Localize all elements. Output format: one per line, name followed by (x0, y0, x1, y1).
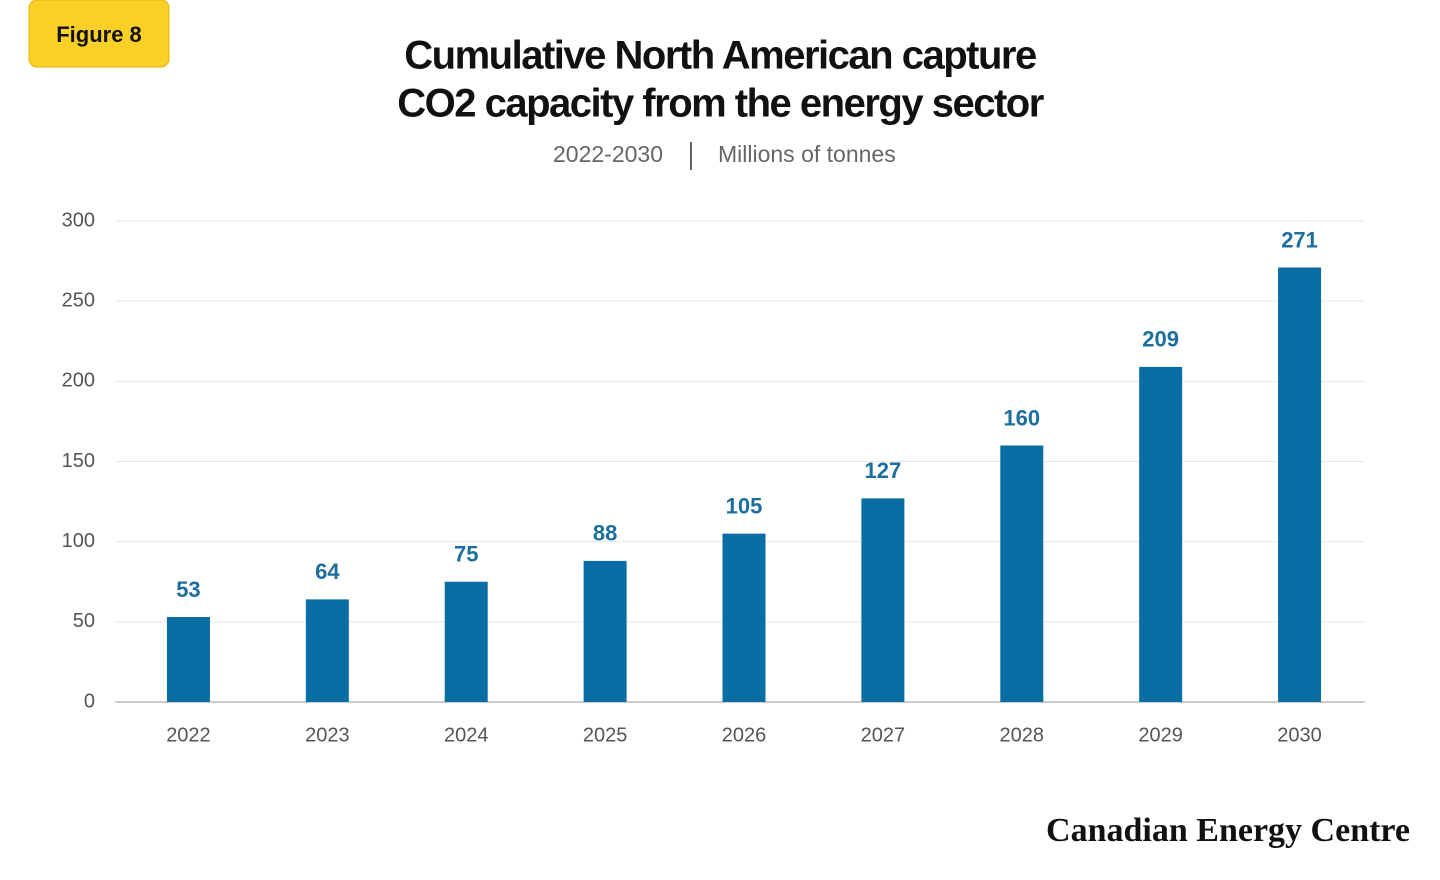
bar (1278, 267, 1322, 702)
bar (166, 617, 210, 702)
x-tick-label: 2022 (166, 724, 211, 746)
source: Canadian Energy Centre (1046, 812, 1410, 849)
chart-title: CO2 capacity from the energy sector (397, 82, 1043, 126)
figure-label: Figure 8 (56, 22, 142, 47)
value-label: 88 (593, 521, 617, 546)
bar (861, 498, 905, 702)
value-label: 271 (1281, 227, 1318, 252)
bar (583, 560, 627, 702)
value-label: 64 (315, 559, 340, 584)
y-tick-label: 0 (84, 690, 95, 712)
y-tick-label: 200 (62, 370, 95, 392)
bar (722, 533, 766, 702)
y-tick-label: 100 (62, 530, 95, 552)
x-tick-label: 2026 (722, 724, 767, 746)
figure-badge (28, 0, 170, 68)
subtitle: 2022-2030 (553, 141, 663, 167)
bar (1000, 445, 1044, 702)
y-tick-label: 300 (62, 209, 95, 231)
value-label: 53 (176, 577, 200, 602)
subtitle: Millions of tonnes (718, 141, 896, 167)
x-tick-label: 2023 (305, 724, 350, 746)
chart-title: Cumulative North American capture (404, 34, 1036, 78)
x-tick-label: 2029 (1138, 724, 1183, 746)
x-tick-label: 2024 (444, 724, 489, 746)
value-label: 127 (865, 458, 902, 483)
bar (305, 599, 349, 702)
x-tick-label: 2027 (861, 724, 906, 746)
x-tick-label: 2025 (583, 724, 628, 746)
value-label: 160 (1003, 405, 1040, 430)
value-label: 75 (454, 542, 478, 567)
bar (1139, 366, 1183, 702)
y-tick-label: 250 (62, 289, 95, 311)
value-label: 209 (1142, 327, 1179, 352)
x-tick-label: 2028 (1000, 724, 1045, 746)
x-tick-label: 2030 (1277, 724, 1322, 746)
y-tick-label: 50 (73, 610, 95, 632)
y-tick-label: 150 (62, 450, 95, 472)
value-label: 105 (726, 493, 763, 518)
bar (444, 581, 488, 702)
